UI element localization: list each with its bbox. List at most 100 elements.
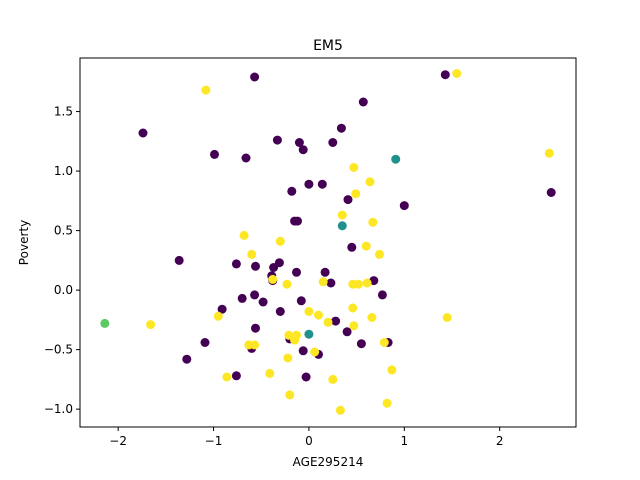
y-axis-label: Poverty	[17, 220, 31, 265]
data-point-purple	[174, 255, 184, 265]
data-point-purple	[301, 372, 311, 382]
data-point-purple	[292, 267, 301, 277]
data-point-purple	[347, 242, 357, 252]
data-point-yellow	[239, 230, 249, 240]
data-point-purple	[298, 145, 308, 155]
data-point-yellow	[354, 279, 363, 289]
data-point-purple	[293, 216, 302, 226]
x-tick-label: −2	[109, 434, 127, 448]
x-tick-label: 2	[496, 434, 504, 448]
data-point-purple	[200, 338, 210, 347]
data-point-yellow	[367, 313, 377, 322]
data-point-purple	[342, 327, 352, 337]
y-tick-label: −0.5	[44, 343, 73, 357]
data-point-purple	[217, 304, 227, 314]
data-point-yellow	[382, 398, 392, 408]
data-point-purple	[343, 195, 353, 205]
x-tick-label: −1	[205, 434, 223, 448]
data-point-purple	[320, 267, 330, 277]
data-point-yellow	[544, 148, 554, 158]
data-point-yellow	[337, 210, 347, 220]
data-point-purple	[241, 153, 251, 163]
data-point-yellow	[349, 321, 359, 331]
data-point-purple	[138, 128, 148, 138]
data-point-yellow	[265, 368, 275, 378]
data-point-yellow	[310, 347, 320, 357]
data-point-yellow	[201, 85, 211, 95]
data-point-purple	[294, 138, 304, 147]
data-point-purple	[231, 259, 241, 269]
data-point-purple	[298, 346, 308, 356]
data-point-purple	[210, 149, 219, 159]
y-axis: −1.0 −0.5 0.0 0.5 1.0 1.5	[44, 105, 80, 416]
data-point-teal	[391, 154, 401, 164]
data-point-yellow	[250, 340, 260, 350]
data-point-teal	[304, 329, 314, 339]
data-point-purple	[250, 290, 260, 300]
data-point-yellow	[452, 69, 462, 78]
data-point-yellow	[335, 405, 345, 415]
data-point-yellow	[365, 177, 375, 187]
data-point-green	[100, 318, 110, 328]
data-point-yellow	[285, 390, 295, 400]
plot-frame	[79, 57, 577, 428]
y-tick-label: 1.5	[54, 105, 73, 119]
data-point-purple	[251, 323, 260, 333]
data-point-yellow	[368, 217, 378, 227]
data-point-purple	[287, 186, 297, 196]
data-point-purple	[440, 70, 450, 80]
data-point-yellow	[442, 313, 452, 322]
data-point-purple	[275, 307, 285, 316]
data-point-purple	[231, 371, 241, 381]
data-point-purple	[377, 290, 387, 300]
x-axis-label: AGE295214	[293, 455, 364, 469]
points-layer	[100, 69, 556, 415]
data-point-yellow	[290, 335, 300, 345]
data-point-purple	[336, 123, 346, 133]
data-point-purple	[317, 179, 327, 189]
data-point-purple	[296, 296, 306, 306]
data-point-purple	[304, 179, 314, 189]
data-point-purple	[546, 188, 556, 197]
data-point-yellow	[275, 236, 285, 246]
data-point-purple	[328, 138, 338, 147]
data-point-yellow	[282, 279, 292, 289]
data-point-yellow	[318, 277, 328, 287]
data-point-yellow	[362, 278, 372, 288]
data-point-yellow	[314, 310, 323, 320]
y-tick-label: −1.0	[44, 402, 73, 416]
data-point-purple	[251, 261, 260, 271]
data-point-yellow	[348, 303, 358, 313]
data-point-purple	[274, 258, 284, 268]
data-point-purple	[272, 135, 282, 145]
data-point-yellow	[361, 241, 371, 251]
data-point-yellow	[247, 249, 257, 259]
chart-title: EM5	[313, 38, 343, 54]
data-point-yellow	[304, 307, 314, 316]
data-point-purple	[258, 297, 268, 307]
data-point-yellow	[222, 372, 232, 382]
x-axis: −2 −1 0 1 2	[109, 427, 504, 448]
data-point-purple	[331, 316, 341, 326]
data-point-yellow	[349, 163, 359, 172]
data-point-purple	[358, 97, 368, 107]
data-point-purple	[237, 293, 247, 303]
data-point-yellow	[323, 317, 333, 327]
data-point-teal	[337, 221, 347, 231]
data-point-purple	[326, 278, 336, 288]
data-point-yellow	[213, 311, 223, 321]
data-point-yellow	[268, 274, 278, 284]
x-tick-label: 1	[400, 434, 408, 448]
data-point-yellow	[375, 249, 384, 259]
data-point-purple	[356, 339, 366, 349]
y-tick-label: 0.0	[54, 283, 73, 297]
data-point-purple	[182, 354, 192, 364]
data-point-yellow	[283, 353, 293, 363]
data-point-yellow	[146, 320, 156, 330]
data-point-yellow	[387, 365, 397, 375]
x-tick-label: 0	[305, 434, 313, 448]
data-point-yellow	[379, 338, 389, 347]
data-point-yellow	[351, 189, 361, 199]
